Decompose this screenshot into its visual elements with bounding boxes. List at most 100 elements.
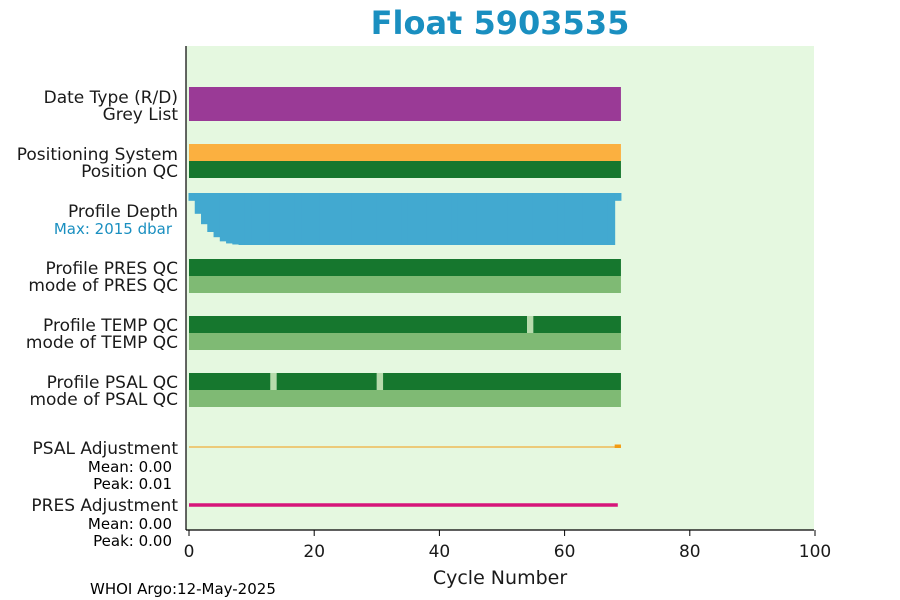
depth-bar-59: [557, 193, 566, 245]
bar-psal_qc-2: [276, 373, 377, 390]
row-label-temp-qc: Profile TEMP QC: [43, 316, 178, 336]
depth-bar-38: [426, 193, 434, 245]
depth-bar-16: [288, 193, 296, 245]
psal-adjustment-peak: Peak: 0.01: [93, 475, 172, 493]
row-label-pres-adjustment: PRES Adjustment: [31, 496, 178, 516]
depth-bar-40: [438, 193, 447, 245]
depth-bar-0: [188, 193, 196, 201]
profile-depth-bars: [188, 193, 622, 245]
bar-psal_qc-3: [376, 373, 384, 390]
depth-bar-36: [413, 193, 422, 245]
depth-bar-50: [501, 193, 509, 245]
depth-bar-3: [207, 193, 215, 232]
adjustment-lines: [189, 444, 621, 507]
depth-bar-24: [338, 193, 346, 245]
bar-temp_qc-1: [527, 316, 534, 333]
bar-pres_qc-0: [189, 259, 621, 276]
x-axis-label: Cycle Number: [433, 567, 567, 589]
row-label-psal-mode: mode of PSAL QC: [29, 390, 178, 410]
depth-bar-4: [213, 193, 221, 238]
row-label-temp-mode: mode of TEMP QC: [26, 333, 178, 353]
row-label-grey-list: Grey List: [103, 105, 179, 125]
bar-position_qc-0: [189, 161, 621, 178]
depth-bar-55: [532, 193, 541, 245]
depth-bar-42: [451, 193, 459, 245]
depth-bar-37: [420, 193, 428, 245]
row-label-pres-qc: Profile PRES QC: [45, 259, 178, 279]
depth-bar-14: [276, 193, 284, 245]
chart-title: Float 5903535: [371, 4, 630, 42]
x-tick-label-20: 20: [303, 542, 325, 562]
depth-bar-9: [244, 193, 253, 245]
depth-bar-64: [589, 193, 597, 245]
depth-bar-23: [332, 193, 340, 245]
depth-bar-33: [395, 193, 403, 245]
depth-bar-67: [607, 193, 616, 245]
depth-bar-52: [514, 193, 522, 245]
x-tick-label-60: 60: [554, 542, 576, 562]
depth-bar-48: [488, 193, 497, 245]
depth-bar-15: [282, 193, 290, 245]
depth-bar-25: [345, 193, 353, 245]
depth-bar-28: [363, 193, 372, 245]
bar-psal_qc-4: [383, 373, 621, 390]
depth-bar-58: [551, 193, 559, 245]
depth-bar-22: [326, 193, 334, 245]
depth-bar-27: [357, 193, 365, 245]
depth-bar-18: [301, 193, 309, 245]
depth-bar-2: [201, 193, 209, 225]
depth-bar-8: [238, 193, 246, 245]
depth-bar-26: [351, 193, 359, 245]
bar-temp_qc-0: [189, 316, 528, 333]
bar-temp_qc-2: [533, 316, 621, 333]
x-tick-label-80: 80: [679, 542, 701, 562]
depth-bar-49: [495, 193, 503, 245]
depth-bar-30: [376, 193, 384, 245]
depth-bar-39: [432, 193, 440, 245]
x-tick-label-0: 0: [184, 542, 195, 562]
row-label-psal-qc: Profile PSAL QC: [47, 373, 178, 393]
x-axis-ticks: 0 20 40 60 80 100: [184, 530, 831, 562]
bar-temp_mode-0: [189, 333, 621, 350]
depth-bar-34: [401, 193, 409, 245]
pres-adjustment-peak: Peak: 0.00: [93, 532, 172, 550]
depth-bar-19: [307, 193, 315, 245]
bar-positioning_system-0: [189, 144, 621, 161]
depth-bar-35: [407, 193, 415, 245]
depth-bar-29: [370, 193, 378, 245]
depth-bar-61: [570, 193, 578, 245]
depth-bar-12: [263, 193, 271, 245]
depth-bar-62: [576, 193, 584, 245]
depth-bar-65: [595, 193, 603, 245]
depth-bar-68: [614, 193, 622, 201]
depth-bar-46: [476, 193, 484, 245]
depth-bar-1: [194, 193, 203, 214]
row-label-profile-depth: Profile Depth: [68, 202, 178, 222]
depth-bar-20: [313, 193, 321, 245]
depth-bar-63: [582, 193, 591, 245]
bar-grey_list-0: [189, 104, 621, 121]
row-label-psal-adjustment: PSAL Adjustment: [33, 439, 179, 459]
footer-credit: WHOI Argo:12-May-2025: [90, 580, 276, 598]
x-tick-label-40: 40: [429, 542, 451, 562]
row-label-position-qc: Position QC: [81, 162, 178, 182]
depth-bar-32: [388, 193, 397, 245]
depth-bar-13: [269, 193, 278, 245]
depth-bar-60: [564, 193, 572, 245]
depth-bar-57: [545, 193, 553, 245]
depth-bar-41: [445, 193, 453, 245]
depth-bar-7: [232, 193, 240, 245]
depth-bar-51: [507, 193, 516, 245]
psal-adjustment-mean: Mean: 0.00: [88, 458, 172, 476]
row-label-date-type: Date Type (R/D): [44, 88, 178, 108]
depth-bar-54: [526, 193, 534, 245]
bar-date_type-0: [189, 87, 621, 104]
bar-psal_qc-1: [270, 373, 277, 390]
depth-bar-5: [219, 193, 228, 242]
pres-adjustment-mean: Mean: 0.00: [88, 515, 172, 533]
depth-bar-11: [257, 193, 265, 245]
bar-pres_mode-0: [189, 276, 621, 293]
max-depth-label: Max: 2015 dbar: [54, 220, 173, 238]
depth-bar-17: [294, 193, 303, 245]
